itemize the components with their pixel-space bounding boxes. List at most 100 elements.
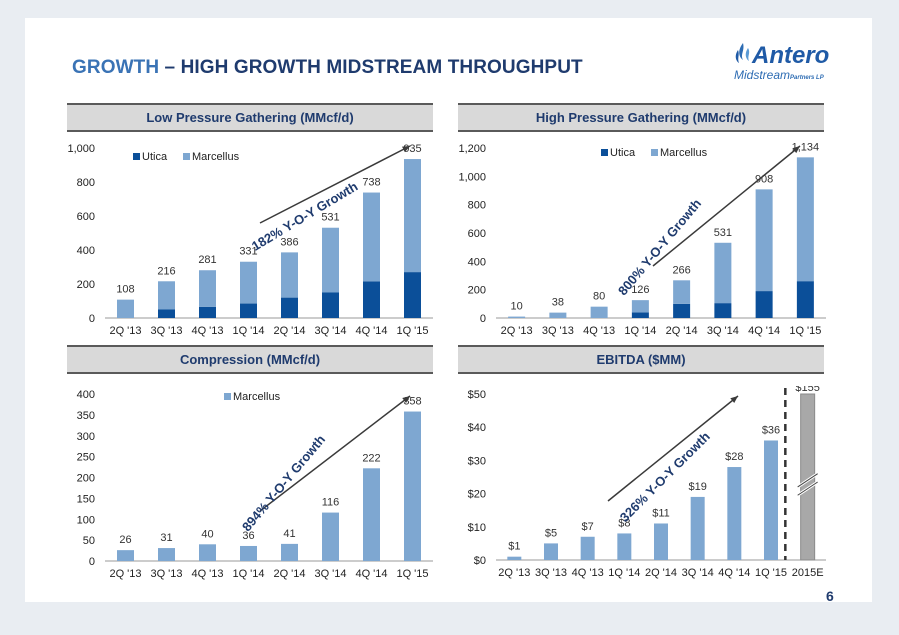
bar-value [580, 536, 595, 560]
x-tick-label: 4Q '14 [355, 325, 387, 337]
x-tick-label: 1Q '15 [396, 325, 428, 337]
y-tick-label: 400 [77, 245, 95, 257]
data-label: 281 [198, 254, 216, 266]
x-tick-label: 4Q '14 [355, 568, 387, 580]
data-label: 222 [362, 452, 380, 464]
bar-marcellus [796, 157, 814, 282]
bar-value [507, 556, 522, 560]
x-tick-label: 3Q '14 [682, 567, 714, 579]
bar-marcellus [322, 512, 339, 561]
bar-marcellus [158, 281, 175, 310]
x-tick-label: 1Q '14 [608, 567, 640, 579]
x-tick-label: 3Q '14 [314, 568, 346, 580]
legend-swatch [601, 149, 608, 156]
bar-utica [631, 312, 649, 318]
x-tick-label: 1Q '14 [232, 325, 264, 337]
x-tick-label: 4Q '14 [718, 567, 750, 579]
logo-name: Antero [752, 42, 830, 69]
y-tick-label: 300 [77, 431, 95, 443]
bar-marcellus [240, 261, 257, 304]
x-tick-label: 3Q '14 [707, 325, 739, 337]
legend-label: Marcellus [660, 147, 708, 159]
company-logo: Antero MidstreamPartners LP [730, 42, 840, 86]
bar-marcellus [281, 252, 298, 298]
bar-marcellus [549, 312, 567, 318]
growth-arrow-head [792, 146, 800, 154]
bar-utica [755, 291, 773, 318]
y-tick-label: 200 [77, 279, 95, 291]
bar-marcellus [117, 550, 134, 561]
bar-value [654, 523, 668, 560]
data-label: 331 [239, 246, 257, 258]
bar-marcellus [590, 306, 608, 318]
x-tick-label: 3Q '13 [150, 568, 182, 580]
chart-ebitda: $0 $10 $20 $30 $40 $50 2Q '13 3Q '13 4Q '13 1Q '1… [468, 386, 826, 579]
x-tick-label: 1Q '14 [624, 325, 656, 337]
x-tick-label: 1Q '15 [755, 567, 787, 579]
title-rest: – HIGH GROWTH MIDSTREAM THROUGHPUT [159, 57, 583, 78]
data-label: 26 [119, 534, 131, 546]
x-tick-label: 4Q '13 [583, 325, 615, 337]
data-label: $36 [762, 424, 780, 436]
x-tick-label: 4Q '13 [191, 325, 223, 337]
growth-arrow-line [652, 145, 801, 267]
data-label: $11 [652, 507, 670, 519]
y-tick-label: 600 [468, 228, 486, 240]
legend-label: Utica [610, 147, 636, 159]
data-label: $5 [545, 527, 557, 539]
y-tick-label: 50 [83, 535, 95, 547]
data-label: 935 [403, 143, 421, 155]
data-label: 386 [280, 236, 298, 248]
growth-arrow-line [607, 395, 739, 502]
y-tick-label: 400 [77, 389, 95, 401]
y-tick-label: $10 [468, 522, 486, 534]
x-tick-label: 2015E [792, 567, 824, 579]
y-tick-label: 0 [89, 556, 95, 568]
growth-annotation: 800% Y-O-Y Growth [615, 196, 704, 298]
growth-arrow-line [259, 395, 411, 512]
y-tick-label: 0 [89, 313, 95, 325]
x-tick-label: 2Q '14 [273, 325, 305, 337]
data-label: 108 [116, 284, 134, 296]
chart-hp-gathering: 0 200 400 600 800 1,000 1,200 2Q '13 3Q '13 4Q '1… [458, 141, 826, 337]
y-tick-label: 800 [77, 177, 95, 189]
x-tick-label: 1Q '15 [396, 568, 428, 580]
data-label: 738 [362, 177, 380, 189]
flame-logo-icon [735, 43, 750, 63]
data-label: 531 [321, 212, 339, 224]
data-label: 531 [714, 227, 732, 239]
data-label: 126 [631, 284, 649, 296]
data-label: 38 [552, 297, 564, 309]
data-label: $155 [795, 386, 819, 394]
data-label: 40 [201, 528, 213, 540]
y-tick-label: 150 [77, 493, 95, 505]
bar-marcellus [508, 316, 526, 318]
bar-utica [404, 272, 421, 318]
data-label: 908 [755, 173, 773, 185]
bar-value [544, 543, 558, 560]
page-number: 6 [826, 588, 834, 604]
y-tick-label: $20 [468, 489, 486, 501]
bar-marcellus [281, 543, 298, 561]
y-tick-label: 600 [77, 211, 95, 223]
growth-annotation: 894% Y-O-Y Growth [239, 432, 328, 534]
y-tick-label: 200 [468, 285, 486, 297]
x-tick-label: 2Q '14 [645, 567, 677, 579]
bar-utica [281, 297, 298, 318]
growth-arrow-head [730, 396, 738, 404]
data-label: 116 [322, 497, 340, 509]
bar-utica [158, 309, 175, 318]
y-tick-label: $0 [474, 555, 486, 567]
x-tick-label: 4Q '13 [572, 567, 604, 579]
data-label: 41 [283, 528, 295, 540]
bar-utica [796, 281, 814, 318]
x-tick-label: 3Q '13 [535, 567, 567, 579]
data-label: $7 [582, 521, 594, 533]
growth-annotation: 182% Y-O-Y Growth [249, 179, 360, 254]
legend-swatch [183, 153, 190, 160]
bar-marcellus [714, 242, 732, 304]
y-tick-label: 1,000 [458, 171, 486, 183]
y-tick-label: 100 [77, 514, 95, 526]
bar-value [727, 467, 742, 560]
x-tick-label: 1Q '15 [789, 325, 821, 337]
